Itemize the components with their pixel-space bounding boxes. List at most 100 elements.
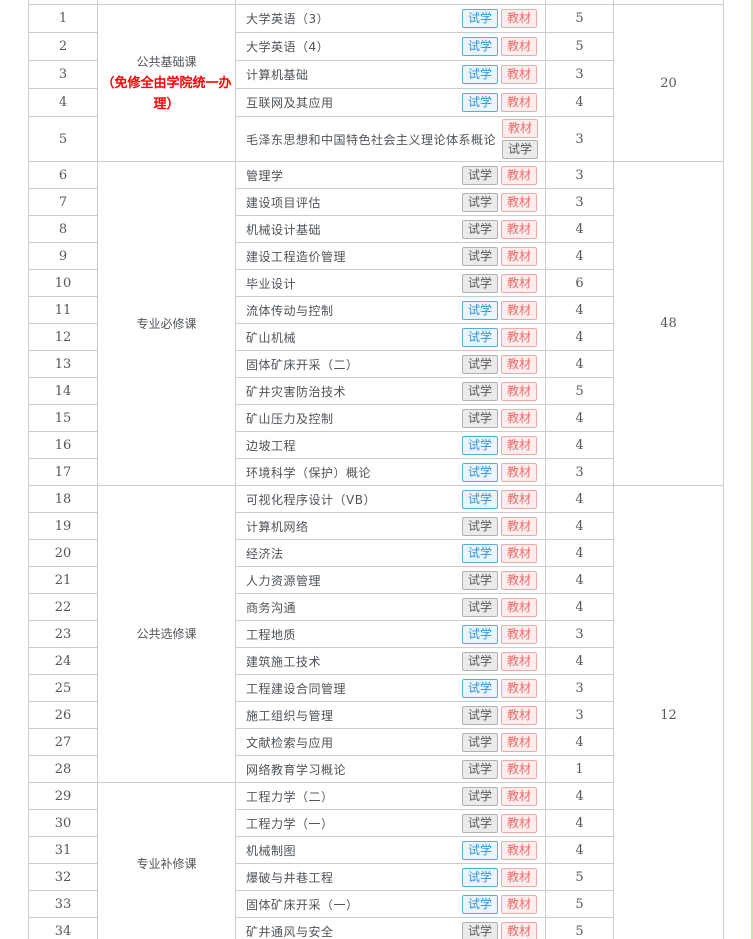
textbook-button[interactable]: 教材 xyxy=(500,246,537,266)
trial-study-button[interactable]: 试学 xyxy=(461,894,498,914)
trial-study-button[interactable]: 试学 xyxy=(461,678,498,698)
textbook-button[interactable]: 教材 xyxy=(500,516,537,536)
trial-study-button[interactable]: 试学 xyxy=(461,165,498,185)
textbook-button[interactable]: 教材 xyxy=(500,651,537,671)
textbook-button[interactable]: 教材 xyxy=(500,489,537,509)
course-buttons: 试学 教材 xyxy=(461,37,537,56)
course-cell-inner: 毛泽东思想和中国特色社会主义理论体系概论 教材 试学 xyxy=(246,118,539,161)
textbook-button[interactable]: 教材 xyxy=(500,408,537,428)
textbook-button[interactable]: 教材 xyxy=(500,9,537,28)
row-number-cell: 31 xyxy=(28,836,98,864)
table-row: 12 矿山机械 试学 教材 4 xyxy=(28,323,724,351)
textbook-button[interactable]: 教材 xyxy=(500,921,537,939)
row-number-cell: 12 xyxy=(28,323,98,351)
course-cell: 固体矿床开采（二） 试学 教材 xyxy=(235,350,546,378)
textbook-button[interactable]: 教材 xyxy=(500,165,537,185)
trial-study-button[interactable]: 试学 xyxy=(461,597,498,617)
course-buttons: 试学 教材 xyxy=(461,732,537,752)
trial-study-button[interactable]: 试学 xyxy=(461,219,498,239)
course-name: 机械设计基础 xyxy=(246,222,322,237)
trial-study-button[interactable]: 试学 xyxy=(461,489,498,509)
textbook-button[interactable]: 教材 xyxy=(500,597,537,617)
row-number-cell: 33 xyxy=(28,890,98,918)
trial-study-button[interactable]: 试学 xyxy=(461,435,498,455)
trial-study-button[interactable]: 试学 xyxy=(461,651,498,671)
table-row: 20 经济法 试学 教材 4 xyxy=(28,539,724,567)
textbook-button[interactable]: 教材 xyxy=(500,813,537,833)
course-cell-inner: 机械设计基础 试学 教材 xyxy=(246,219,537,239)
trial-study-button[interactable]: 试学 xyxy=(461,705,498,725)
trial-study-button[interactable]: 试学 xyxy=(461,813,498,833)
textbook-button[interactable]: 教材 xyxy=(500,624,537,644)
course-cell: 经济法 试学 教材 xyxy=(235,539,546,567)
trial-study-button[interactable]: 试学 xyxy=(461,867,498,887)
trial-study-button[interactable]: 试学 xyxy=(461,570,498,590)
textbook-button[interactable]: 教材 xyxy=(500,759,537,779)
textbook-button[interactable]: 教材 xyxy=(500,705,537,725)
credit-cell: 4 xyxy=(545,566,614,594)
trial-study-button[interactable]: 试学 xyxy=(461,408,498,428)
textbook-button[interactable]: 教材 xyxy=(500,678,537,698)
course-cell: 计算机网络 试学 教材 xyxy=(235,512,546,540)
textbook-button[interactable]: 教材 xyxy=(500,732,537,752)
course-buttons: 试学 教材 xyxy=(461,570,537,590)
table-row: 9 建设工程造价管理 试学 教材 4 xyxy=(28,242,724,270)
trial-study-button[interactable]: 试学 xyxy=(461,624,498,644)
trial-study-button[interactable]: 试学 xyxy=(461,786,498,806)
textbook-button[interactable]: 教材 xyxy=(500,381,537,401)
course-name: 工程地质 xyxy=(246,627,297,642)
trial-study-button[interactable]: 试学 xyxy=(461,381,498,401)
textbook-button[interactable]: 教材 xyxy=(500,65,537,84)
course-name: 建筑施工技术 xyxy=(246,654,322,669)
textbook-button[interactable]: 教材 xyxy=(500,435,537,455)
course-buttons: 试学 教材 xyxy=(461,381,537,401)
trial-study-button[interactable]: 试学 xyxy=(461,192,498,212)
trial-study-button[interactable]: 试学 xyxy=(461,759,498,779)
textbook-button[interactable]: 教材 xyxy=(500,867,537,887)
credit-cell: 3 xyxy=(545,60,614,89)
trial-study-button[interactable]: 试学 xyxy=(461,9,498,28)
textbook-button[interactable]: 教材 xyxy=(500,192,537,212)
textbook-button[interactable]: 教材 xyxy=(500,327,537,347)
trial-study-button[interactable]: 试学 xyxy=(461,543,498,563)
course-cell-inner: 流体传动与控制 试学 教材 xyxy=(246,300,537,320)
credit-cell: 4 xyxy=(545,323,614,351)
credit-cell: 4 xyxy=(545,350,614,378)
trial-study-button[interactable]: 试学 xyxy=(461,93,498,112)
textbook-button[interactable]: 教材 xyxy=(502,119,539,138)
trial-study-button[interactable]: 试学 xyxy=(461,273,498,293)
textbook-button[interactable]: 教材 xyxy=(500,786,537,806)
textbook-button[interactable]: 教材 xyxy=(500,93,537,112)
trial-study-button[interactable]: 试学 xyxy=(461,37,498,56)
trial-study-button[interactable]: 试学 xyxy=(461,327,498,347)
trial-study-button[interactable]: 试学 xyxy=(461,354,498,374)
row-number-cell: 6 xyxy=(28,161,98,189)
trial-study-button[interactable]: 试学 xyxy=(461,246,498,266)
textbook-button[interactable]: 教材 xyxy=(500,840,537,860)
course-cell-inner: 工程建设合同管理 试学 教材 xyxy=(246,678,537,698)
textbook-button[interactable]: 教材 xyxy=(500,219,537,239)
textbook-button[interactable]: 教材 xyxy=(500,300,537,320)
textbook-button[interactable]: 教材 xyxy=(500,273,537,293)
textbook-button[interactable]: 教材 xyxy=(500,354,537,374)
trial-study-button[interactable]: 试学 xyxy=(461,462,498,482)
trial-study-button[interactable]: 试学 xyxy=(461,921,498,939)
trial-study-button[interactable]: 试学 xyxy=(461,840,498,860)
textbook-button[interactable]: 教材 xyxy=(500,543,537,563)
course-cell: 边坡工程 试学 教材 xyxy=(235,431,546,459)
textbook-button[interactable]: 教材 xyxy=(500,37,537,56)
trial-study-button[interactable]: 试学 xyxy=(461,300,498,320)
textbook-button[interactable]: 教材 xyxy=(500,570,537,590)
row-number-cell: 21 xyxy=(28,566,98,594)
course-cell: 工程地质 试学 教材 xyxy=(235,620,546,648)
trial-study-button[interactable]: 试学 xyxy=(461,732,498,752)
textbook-button[interactable]: 教材 xyxy=(500,462,537,482)
trial-study-button[interactable]: 试学 xyxy=(461,516,498,536)
trial-study-button[interactable]: 试学 xyxy=(461,65,498,84)
course-buttons: 试学 教材 xyxy=(461,300,537,320)
category-note: （免修全由学院统一办理） xyxy=(101,75,232,112)
course-name: 建设项目评估 xyxy=(246,195,322,210)
trial-study-button[interactable]: 试学 xyxy=(502,140,539,159)
textbook-button[interactable]: 教材 xyxy=(500,894,537,914)
